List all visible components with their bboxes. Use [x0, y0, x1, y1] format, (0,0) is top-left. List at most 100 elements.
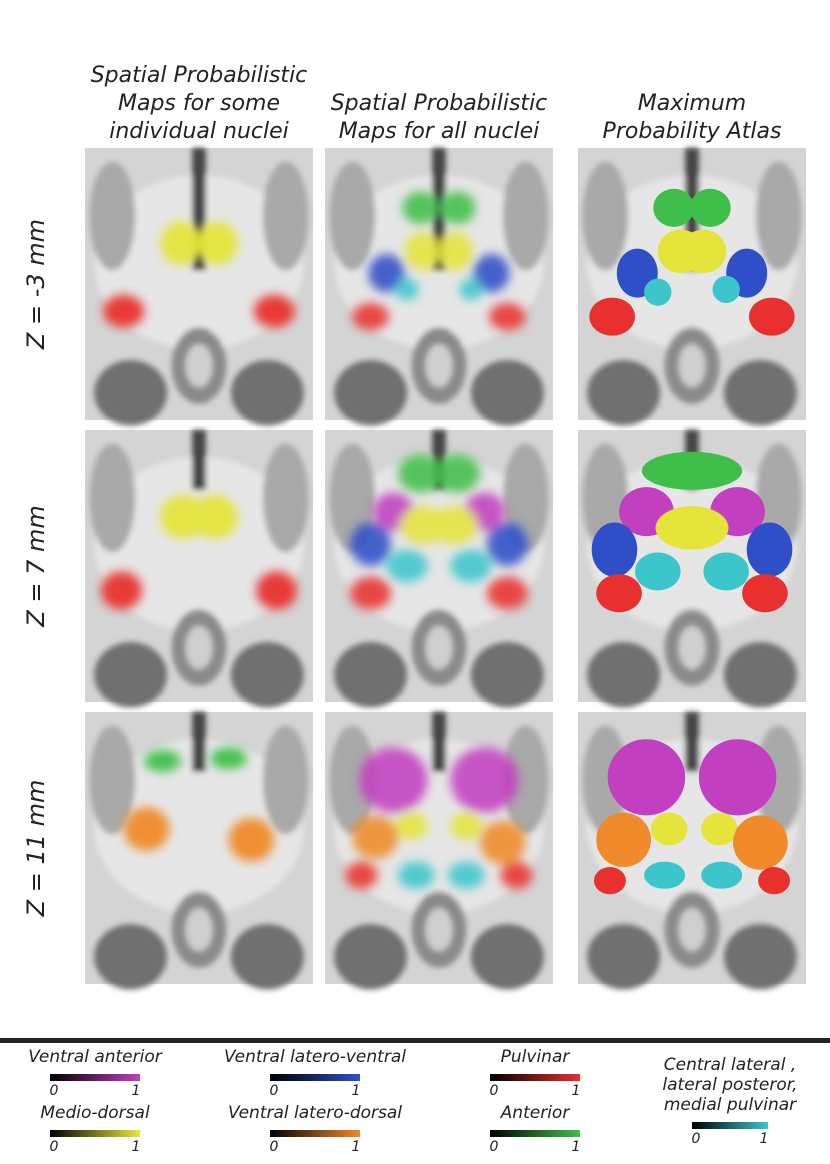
nucleus: [703, 552, 749, 590]
nucleus: [352, 815, 398, 859]
anatomy: [724, 360, 797, 425]
legend-label: Ventral latero-dorsal: [228, 1103, 402, 1123]
nucleus: [487, 577, 528, 610]
colorbar: [490, 1130, 580, 1137]
legend-label: Medio-dorsal: [40, 1103, 150, 1123]
nucleus: [439, 192, 475, 225]
nucleus: [254, 295, 295, 328]
brain-panel: [578, 712, 806, 989]
nucleus: [359, 747, 427, 812]
ventricle: [192, 712, 206, 772]
nucleus: [487, 522, 528, 566]
anatomy: [471, 642, 544, 707]
nucleus: [501, 862, 533, 889]
nucleus: [656, 506, 729, 550]
colorbar-tick: 0: [490, 1139, 499, 1155]
colorbar-tick: 0: [50, 1083, 59, 1099]
legend-label: Central lateral ,: [664, 1055, 797, 1075]
nucleus: [644, 862, 685, 889]
nucleus: [699, 739, 777, 815]
anatomy: [94, 642, 167, 707]
nucleus: [489, 303, 525, 330]
legend-label: lateral posteror,: [662, 1075, 797, 1095]
colorbar: [270, 1074, 360, 1081]
nucleus: [450, 813, 482, 840]
brain-panel: [85, 430, 313, 707]
legend-label: Ventral anterior: [28, 1047, 162, 1067]
nucleus: [396, 279, 419, 301]
anatomy: [425, 626, 452, 670]
anatomy: [231, 642, 304, 707]
colorbar-tick: 0: [270, 1083, 279, 1099]
colorbar: [490, 1074, 580, 1081]
anatomy: [185, 626, 212, 670]
nucleus: [733, 815, 788, 869]
brain-panel: [325, 430, 553, 707]
colorbar-tick: 1: [132, 1139, 141, 1155]
colorbar-tick: 0: [270, 1139, 279, 1155]
nucleus: [450, 550, 491, 583]
nucleus: [635, 552, 681, 590]
anatomy: [334, 360, 407, 425]
nucleus: [101, 571, 142, 609]
nucleus: [713, 276, 740, 303]
legend-label: Anterior: [500, 1103, 571, 1123]
colorbar-tick: 1: [760, 1131, 769, 1147]
legend-label: Ventral latero-ventral: [224, 1047, 406, 1067]
nucleus: [437, 232, 473, 270]
nucleus: [480, 821, 526, 865]
anatomy: [94, 360, 167, 425]
nucleus: [747, 522, 793, 576]
colorbar-tick: 1: [352, 1139, 361, 1155]
legend-label: medial pulvinar: [664, 1095, 797, 1115]
colorbar-tick: 1: [572, 1139, 581, 1155]
nucleus: [352, 303, 388, 330]
legend-label: Pulvinar: [501, 1047, 571, 1067]
row-label: Z = 7 mm: [22, 505, 50, 627]
anatomy: [90, 712, 309, 989]
nucleus: [210, 747, 246, 769]
anatomy: [503, 162, 549, 271]
anatomy: [678, 344, 705, 388]
colorbar: [270, 1130, 360, 1137]
nucleus: [758, 867, 790, 894]
colorbar: [692, 1122, 768, 1129]
nucleus: [144, 750, 180, 772]
nucleus: [256, 571, 297, 609]
separator: [0, 1038, 830, 1043]
anatomy: [90, 162, 136, 271]
colorbar-tick: 1: [572, 1083, 581, 1099]
row-label: Z = -3 mm: [22, 219, 50, 350]
column-header: Maps for all nuclei: [339, 119, 540, 144]
nucleus: [608, 739, 686, 815]
brain-panel: [325, 148, 553, 425]
brain-panel: [325, 712, 553, 989]
nucleus: [448, 862, 484, 889]
column-header: Spatial Probabilistic: [331, 91, 548, 116]
anatomy: [330, 162, 376, 271]
anatomy: [231, 360, 304, 425]
anatomy: [185, 908, 212, 952]
nucleus: [594, 867, 626, 894]
nucleus: [229, 818, 275, 862]
colorbar-tick: 0: [490, 1083, 499, 1099]
anatomy: [263, 162, 309, 271]
nucleus: [642, 452, 742, 490]
anatomy: [678, 626, 705, 670]
ventricle: [432, 712, 446, 772]
anatomy: [334, 642, 407, 707]
anatomy: [587, 924, 660, 989]
nucleus: [124, 807, 170, 851]
nucleus: [651, 813, 687, 846]
nucleus: [644, 279, 671, 306]
nucleus: [592, 522, 638, 576]
nucleus: [434, 454, 480, 492]
ventricle: [192, 430, 206, 490]
anatomy: [231, 924, 304, 989]
nucleus: [589, 298, 635, 336]
anatomy: [94, 924, 167, 989]
anatomy: [185, 344, 212, 388]
figure: Spatial ProbabilisticMaps for someindivi…: [0, 0, 830, 1160]
row-label: Z = 11 mm: [22, 780, 50, 918]
nucleus: [403, 192, 439, 225]
